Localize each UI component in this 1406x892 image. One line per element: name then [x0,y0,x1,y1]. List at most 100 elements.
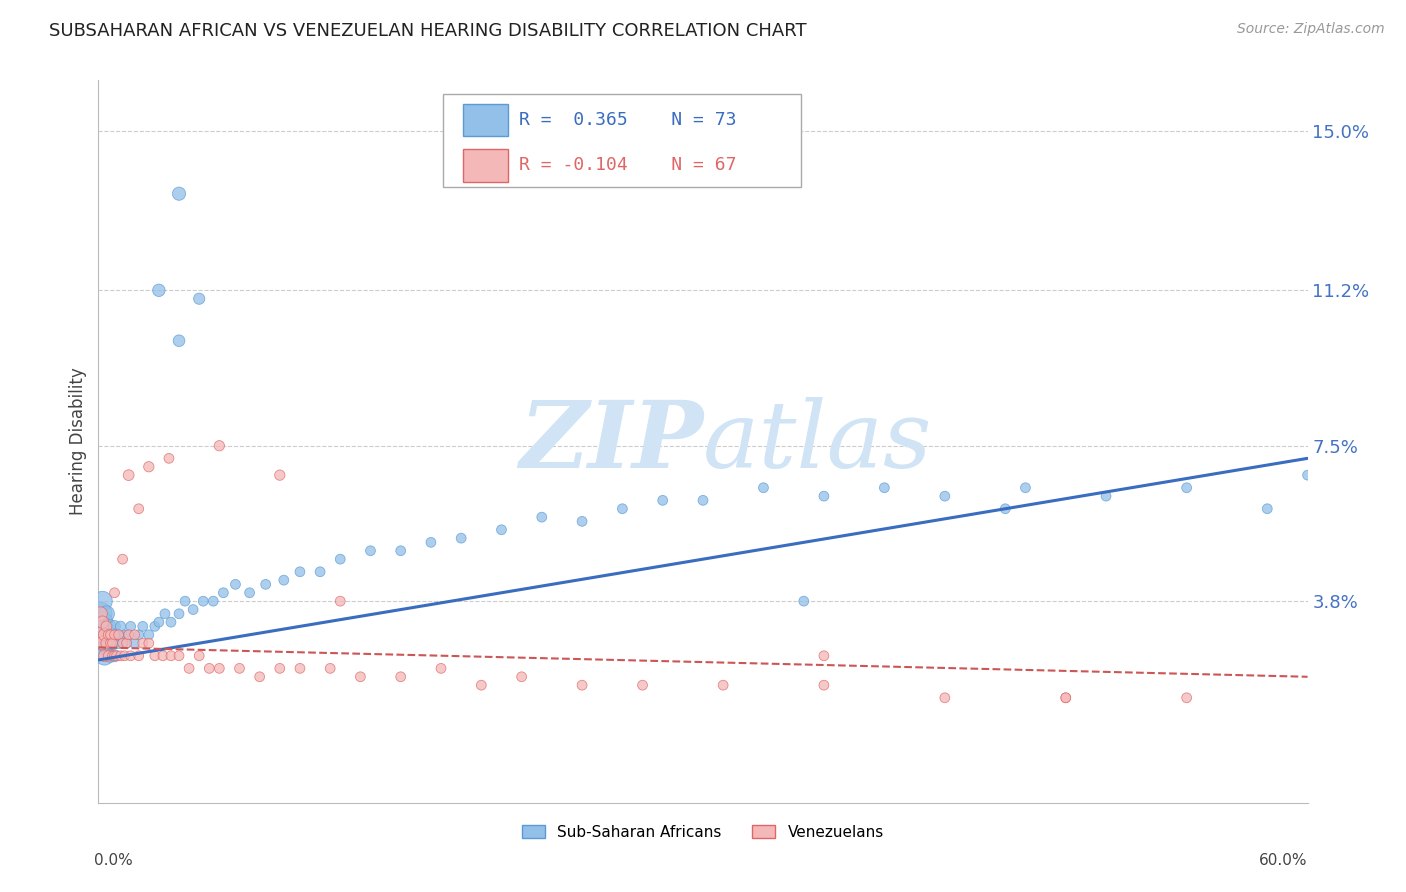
Point [97,636,120,650]
Point [208,439,231,453]
Point [91,615,114,630]
Point [89,628,111,642]
Point [115,636,138,650]
Point [100,636,122,650]
Point [103,648,125,663]
Text: 60.0%: 60.0% [1260,854,1308,868]
Point [97,628,120,642]
Point [105,648,128,663]
Point [160,648,183,663]
Point [470,678,492,692]
Point [107,628,129,642]
Y-axis label: Hearing Disability: Hearing Disability [69,368,87,516]
Point [97,619,120,633]
Point [138,628,160,642]
Point [148,283,170,297]
Point [389,543,412,558]
Point [124,636,146,650]
Point [202,594,225,608]
Point [107,636,129,650]
Point [752,481,775,495]
Text: Source: ZipAtlas.com: Source: ZipAtlas.com [1237,22,1385,37]
Point [167,648,190,663]
Text: R =  0.365    N = 73: R = 0.365 N = 73 [519,112,737,129]
Point [93,619,115,633]
Point [273,573,295,587]
Point [132,636,155,650]
Point [124,628,146,642]
Point [118,468,141,483]
Point [1054,690,1077,705]
Point [111,636,134,650]
Point [143,619,166,633]
Point [93,648,115,663]
Point [188,292,211,306]
Point [711,678,734,692]
Point [105,628,128,642]
Point [120,619,142,633]
Point [179,661,201,675]
Point [873,481,896,495]
Point [110,648,132,663]
Point [249,670,271,684]
Point [167,186,190,201]
Point [100,628,122,642]
Point [329,552,352,566]
Point [692,493,714,508]
Point [114,628,136,642]
Point [254,577,277,591]
Point [212,586,235,600]
Point [128,648,150,663]
Point [174,594,197,608]
Point [420,535,443,549]
Point [101,636,124,650]
Point [96,636,118,650]
Point [114,648,136,663]
Point [188,648,211,663]
Point [103,628,125,642]
Point [96,607,118,621]
Point [239,586,262,600]
Point [120,648,142,663]
Point [93,636,115,650]
Point [100,628,122,642]
Point [360,543,382,558]
Point [510,670,533,684]
Point [934,489,956,503]
Point [93,628,115,642]
Point [430,661,453,675]
Point [793,594,815,608]
Point [89,607,111,621]
Point [1095,489,1118,503]
Point [329,594,352,608]
Point [91,636,114,650]
Point [1256,501,1278,516]
Point [101,648,124,663]
Point [208,661,231,675]
Point [115,636,138,650]
Point [651,493,673,508]
Point [813,489,835,503]
Point [103,586,125,600]
Point [1175,481,1198,495]
Text: R = -0.104    N = 67: R = -0.104 N = 67 [519,156,737,175]
Point [198,661,221,675]
Point [157,451,180,466]
Point [228,661,250,675]
Point [1175,690,1198,705]
Point [138,636,160,650]
Point [612,501,634,516]
Point [103,619,125,633]
Point [111,636,134,650]
Point [1296,468,1319,483]
Point [934,690,956,705]
Point [91,636,114,650]
Point [110,619,132,633]
Point [91,594,114,608]
Text: ZIP: ZIP [519,397,703,486]
Point [450,531,472,545]
Point [101,628,124,642]
Point [389,670,412,684]
Point [138,459,160,474]
Point [91,615,114,630]
